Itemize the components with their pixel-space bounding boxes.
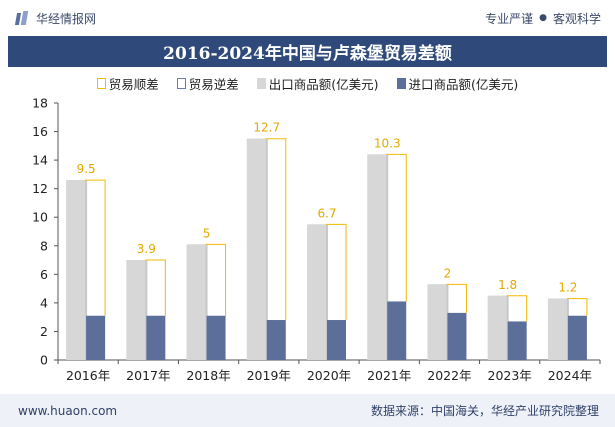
import-bar <box>266 320 286 360</box>
surplus-label: 6.7 <box>317 206 336 220</box>
y-tick-label: 4 <box>40 295 48 310</box>
export-bar <box>487 295 507 360</box>
y-tick-label: 16 <box>32 124 48 139</box>
y-tick-label: 0 <box>40 353 48 368</box>
import-bar <box>206 315 226 360</box>
y-tick-label: 12 <box>32 181 48 196</box>
chart-legend: 贸易顺差 贸易逆差 出口商品额(亿美元) 进口商品额(亿美元) <box>0 74 615 93</box>
y-tick-label: 14 <box>32 153 48 168</box>
export-bar <box>427 284 447 360</box>
surplus-label: 5 <box>203 226 211 240</box>
surplus-bracket <box>326 223 347 321</box>
x-tick-label: 2016年 <box>66 368 110 383</box>
import-bar <box>447 312 467 360</box>
x-tick-label: 2021年 <box>367 368 411 383</box>
import-bar <box>327 320 346 360</box>
legend-label-surplus: 贸易顺差 <box>108 77 159 92</box>
footer: www.huaon.com 数据来源：中国海关，华经产业研究院整理 <box>0 394 615 427</box>
legend-swatch-exports <box>256 78 266 89</box>
slogan-separator: ● <box>539 13 547 23</box>
export-bar <box>547 298 567 360</box>
import-bar <box>387 301 407 360</box>
surplus-bracket <box>386 153 407 302</box>
export-bar <box>126 260 146 360</box>
x-tick-label: 2024年 <box>548 368 592 383</box>
y-tick-label: 18 <box>32 96 48 111</box>
export-bar <box>186 244 206 360</box>
surplus-label: 10.3 <box>374 136 401 150</box>
slogan-left: 专业严谨 <box>485 11 534 26</box>
y-tick-label: 2 <box>40 324 48 339</box>
export-bar <box>307 224 326 360</box>
surplus-bracket <box>85 179 106 316</box>
export-bar <box>246 138 266 360</box>
legend-item-deficit: 贸易逆差 <box>176 74 239 93</box>
chart-title-bar: 2016-2024年中国与卢森堡贸易差额 <box>8 36 607 67</box>
export-bar <box>66 180 86 360</box>
surplus-label: 1.8 <box>498 278 517 292</box>
surplus-bracket <box>506 295 528 322</box>
import-bar <box>567 315 587 360</box>
surplus-label: 3.9 <box>137 242 156 256</box>
export-bar <box>367 154 387 360</box>
y-tick-label: 8 <box>40 238 48 253</box>
legend-item-exports: 出口商品额(亿美元) <box>256 74 379 93</box>
surplus-bracket <box>566 298 588 316</box>
data-source: 数据来源：中国海关，华经产业研究院整理 <box>370 404 599 418</box>
x-tick-label: 2022年 <box>427 368 471 383</box>
y-tick-label: 6 <box>40 267 48 282</box>
legend-label-deficit: 贸易逆差 <box>188 77 239 92</box>
brand: 华经情报网 <box>14 10 97 27</box>
import-bar <box>507 321 527 360</box>
x-tick-label: 2018年 <box>186 368 230 383</box>
brand-name: 华经情报网 <box>36 11 97 26</box>
y-tick-label: 10 <box>32 210 48 225</box>
legend-item-surplus: 贸易顺差 <box>96 74 159 93</box>
surplus-bracket <box>265 138 287 321</box>
x-tick-label: 2017年 <box>126 368 170 383</box>
legend-swatch-surplus <box>96 78 106 89</box>
surplus-bracket <box>446 283 467 313</box>
slogan-right: 客观科学 <box>552 11 601 26</box>
import-bar <box>86 315 106 360</box>
surplus-bracket <box>145 259 166 316</box>
surplus-label: 9.5 <box>77 162 96 176</box>
top-bar: 华经情报网 专业严谨 ● 客观科学 <box>0 0 615 36</box>
legend-item-imports: 进口商品额(亿美元) <box>396 74 519 93</box>
legend-swatch-imports <box>396 78 406 89</box>
surplus-label: 12.7 <box>253 121 280 135</box>
legend-swatch-deficit <box>176 78 186 89</box>
website-link[interactable]: www.huaon.com <box>18 403 118 418</box>
x-tick-label: 2023年 <box>488 368 532 383</box>
x-tick-label: 2019年 <box>247 368 291 383</box>
surplus-label: 1.2 <box>558 281 577 295</box>
surplus-label: 2 <box>444 266 452 280</box>
chart-title: 2016-2024年中国与卢森堡贸易差额 <box>163 44 452 64</box>
x-tick-label: 2020年 <box>307 368 351 383</box>
import-bar <box>146 315 166 360</box>
legend-label-imports: 进口商品额(亿美元) <box>408 77 519 92</box>
legend-label-exports: 出口商品额(亿美元) <box>268 77 379 92</box>
surplus-bracket <box>205 243 227 316</box>
slogan: 专业严谨 ● 客观科学 <box>485 10 601 27</box>
